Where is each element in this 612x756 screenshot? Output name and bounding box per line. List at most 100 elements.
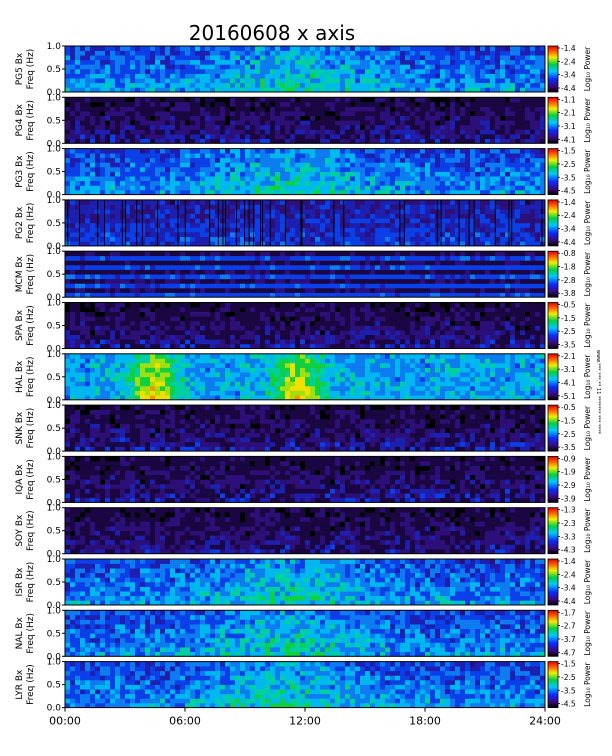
y-axis-freq-label: Freq (Hz) <box>26 562 36 603</box>
colorbar-tick-label: -2.4 <box>561 570 576 579</box>
colorbar-tick-label: -1.5 <box>561 314 576 323</box>
colorbar-label: Log₁₀ Power <box>583 251 592 296</box>
colorbar-tick-label: -2.9 <box>561 481 576 490</box>
y-axis-station-label: IQA Bx <box>15 464 25 495</box>
y-axis-freq-label: Freq (Hz) <box>26 613 36 654</box>
y-tick-label: 1.0 <box>47 42 62 52</box>
colorbar-tick-label: -0.5 <box>561 403 576 412</box>
colorbar-tick-label: -2.5 <box>561 430 576 439</box>
y-axis-station-label: SNK Bx <box>15 411 25 444</box>
y-axis-station-label: SOY Bx <box>15 514 25 547</box>
panel-pg4: 0.0 0.5 1.0 PG4 Bx Freq (Hz) -1.1 -2.1 -3.1 -4.1… <box>15 93 592 149</box>
colorbar-tick-label: -3.5 <box>561 686 576 695</box>
colorbar-label: Log₁₀ Power <box>583 661 592 706</box>
panel-pg5: 0.0 0.5 1.0 PG5 Bx Freq (Hz) -1.4 -2.4 -3.4 -4.4… <box>15 42 592 98</box>
colorbar-tick-label: -1.9 <box>561 468 576 477</box>
y-tick-label: 0.5 <box>47 270 61 280</box>
y-axis-station-label: SPA Bx <box>15 309 25 341</box>
colorbar-tick-label: -1.5 <box>561 660 576 669</box>
colorbar-tick-label: -4.7 <box>561 648 576 657</box>
x-tick-label: 24:00 <box>529 715 561 728</box>
colorbar-tick-label: -2.5 <box>561 673 576 682</box>
colorbar-tick-label: -2.7 <box>561 622 576 631</box>
y-tick-label: 0.5 <box>47 681 61 691</box>
y-tick-label: 1.0 <box>47 93 62 103</box>
colorbar-tick-label: -3.4 <box>561 225 576 234</box>
colorbar-tick-label: -1.4 <box>561 44 576 53</box>
colorbar-tick-label: -3.5 <box>561 341 576 350</box>
y-axis-freq-label: Freq (Hz) <box>26 49 36 90</box>
y-tick-label: 0.5 <box>47 578 61 588</box>
colorbar-tick-label: -0.8 <box>561 249 576 258</box>
y-tick-label: 0.0 <box>47 139 62 149</box>
side-note: www.***.***.** 11 ******* *** **** <box>595 350 601 435</box>
colorbar-label: Log₁₀ Power <box>583 302 592 347</box>
colorbar <box>547 661 559 708</box>
y-axis-freq-label: Freq (Hz) <box>26 408 36 449</box>
y-tick-label: 0.0 <box>47 242 62 252</box>
y-tick-label: 0.5 <box>47 219 61 229</box>
colorbar-label: Log₁₀ Power <box>583 456 592 501</box>
colorbar-tick-label: -0.5 <box>561 301 576 310</box>
y-tick-label: 0.0 <box>47 550 62 560</box>
y-axis-station-label: PG2 Bx <box>15 206 25 239</box>
y-tick-label: 0.5 <box>47 168 61 178</box>
y-tick-label: 1.0 <box>47 196 62 206</box>
colorbar-tick-label: -3.4 <box>561 71 576 80</box>
colorbar-tick-label: -1.5 <box>561 416 576 425</box>
y-axis-station-label: ISR Bx <box>15 567 25 597</box>
colorbar-tick-label: -0.9 <box>561 454 576 463</box>
colorbar <box>547 353 559 401</box>
y-axis-station-label: NAL Bx <box>15 616 25 649</box>
y-tick-label: 0.0 <box>47 498 62 508</box>
colorbar-tick-label: -4.1 <box>561 135 576 144</box>
colorbar-tick-label: -1.4 <box>561 198 576 207</box>
panel-snk: 0.0 0.5 1.0 SNK Bx Freq (Hz) -0.5 -1.5 -2.5 -3.5… <box>15 401 592 457</box>
colorbar-tick-label: -1.1 <box>561 95 576 104</box>
y-tick-label: 0.5 <box>47 65 61 75</box>
y-axis-station-label: PG5 Bx <box>15 52 25 85</box>
colorbar-label: Log₁₀ Power <box>583 405 592 450</box>
colorbar-tick-label: -2.4 <box>561 211 576 220</box>
y-tick-label: 0.5 <box>47 373 61 383</box>
colorbar-tick-label: -4.4 <box>561 84 576 93</box>
y-axis-station-label: LYR Bx <box>15 669 25 700</box>
y-tick-label: 0.5 <box>47 424 61 434</box>
y-axis-freq-label: Freq (Hz) <box>26 100 36 141</box>
colorbar-tick-label: -2.1 <box>561 352 576 361</box>
y-axis-freq-label: Freq (Hz) <box>26 151 36 192</box>
colorbar <box>547 96 559 144</box>
colorbar <box>547 302 559 349</box>
colorbar <box>547 148 559 196</box>
y-tick-label: 0.5 <box>47 116 61 126</box>
colorbar <box>547 404 559 452</box>
colorbar-tick-label: -3.1 <box>561 365 576 374</box>
x-tick-label: 18:00 <box>409 715 441 728</box>
colorbar-label: Log₁₀ Power <box>583 559 592 604</box>
panel-hal: 0.0 0.5 1.0 HAL Bx Freq (Hz) -2.1 -3.1 -4.1 -5.1… <box>15 350 592 406</box>
colorbar-tick-label: -4.1 <box>561 378 576 387</box>
y-tick-label: 0.0 <box>47 447 62 457</box>
y-axis-freq-label: Freq (Hz) <box>26 510 36 551</box>
y-tick-label: 0.0 <box>47 88 62 98</box>
colorbar-tick-label: -2.8 <box>561 276 576 285</box>
colorbar-tick-label: -1.5 <box>561 147 576 156</box>
y-axis-freq-label: Freq (Hz) <box>26 254 36 295</box>
colorbar-tick-label: -1.8 <box>561 263 576 272</box>
chart-title: 20160608 x axis <box>189 21 355 45</box>
y-tick-label: 1.0 <box>47 504 62 514</box>
colorbar-label: Log₁₀ Power <box>583 148 592 193</box>
y-axis-freq-label: Freq (Hz) <box>26 356 36 397</box>
panel-pg2: 0.0 0.5 1.0 PG2 Bx Freq (Hz) -1.4 -2.4 -3.4 -4.4… <box>15 196 592 252</box>
panel-spa: 0.0 0.5 1.0 SPA Bx Freq (Hz) -0.5 -1.5 -2.5 -3.5… <box>15 299 592 355</box>
panel-mcm: 0.0 0.5 1.0 MCM Bx Freq (Hz) -0.8 -1.8 -2.8 -3.8… <box>15 247 592 303</box>
y-tick-label: 1.0 <box>47 350 62 360</box>
colorbar-label: Log₁₀ Power <box>583 354 592 399</box>
y-axis-station-label: MCM Bx <box>15 255 25 292</box>
colorbar-tick-label: -3.8 <box>561 289 576 298</box>
colorbar-tick-label: -2.5 <box>561 327 576 336</box>
colorbar-label: Log₁₀ Power <box>583 508 592 553</box>
y-tick-label: 1.0 <box>47 401 62 411</box>
colorbar-tick-label: -3.4 <box>561 584 576 593</box>
colorbar-tick-label: -2.1 <box>561 109 576 118</box>
